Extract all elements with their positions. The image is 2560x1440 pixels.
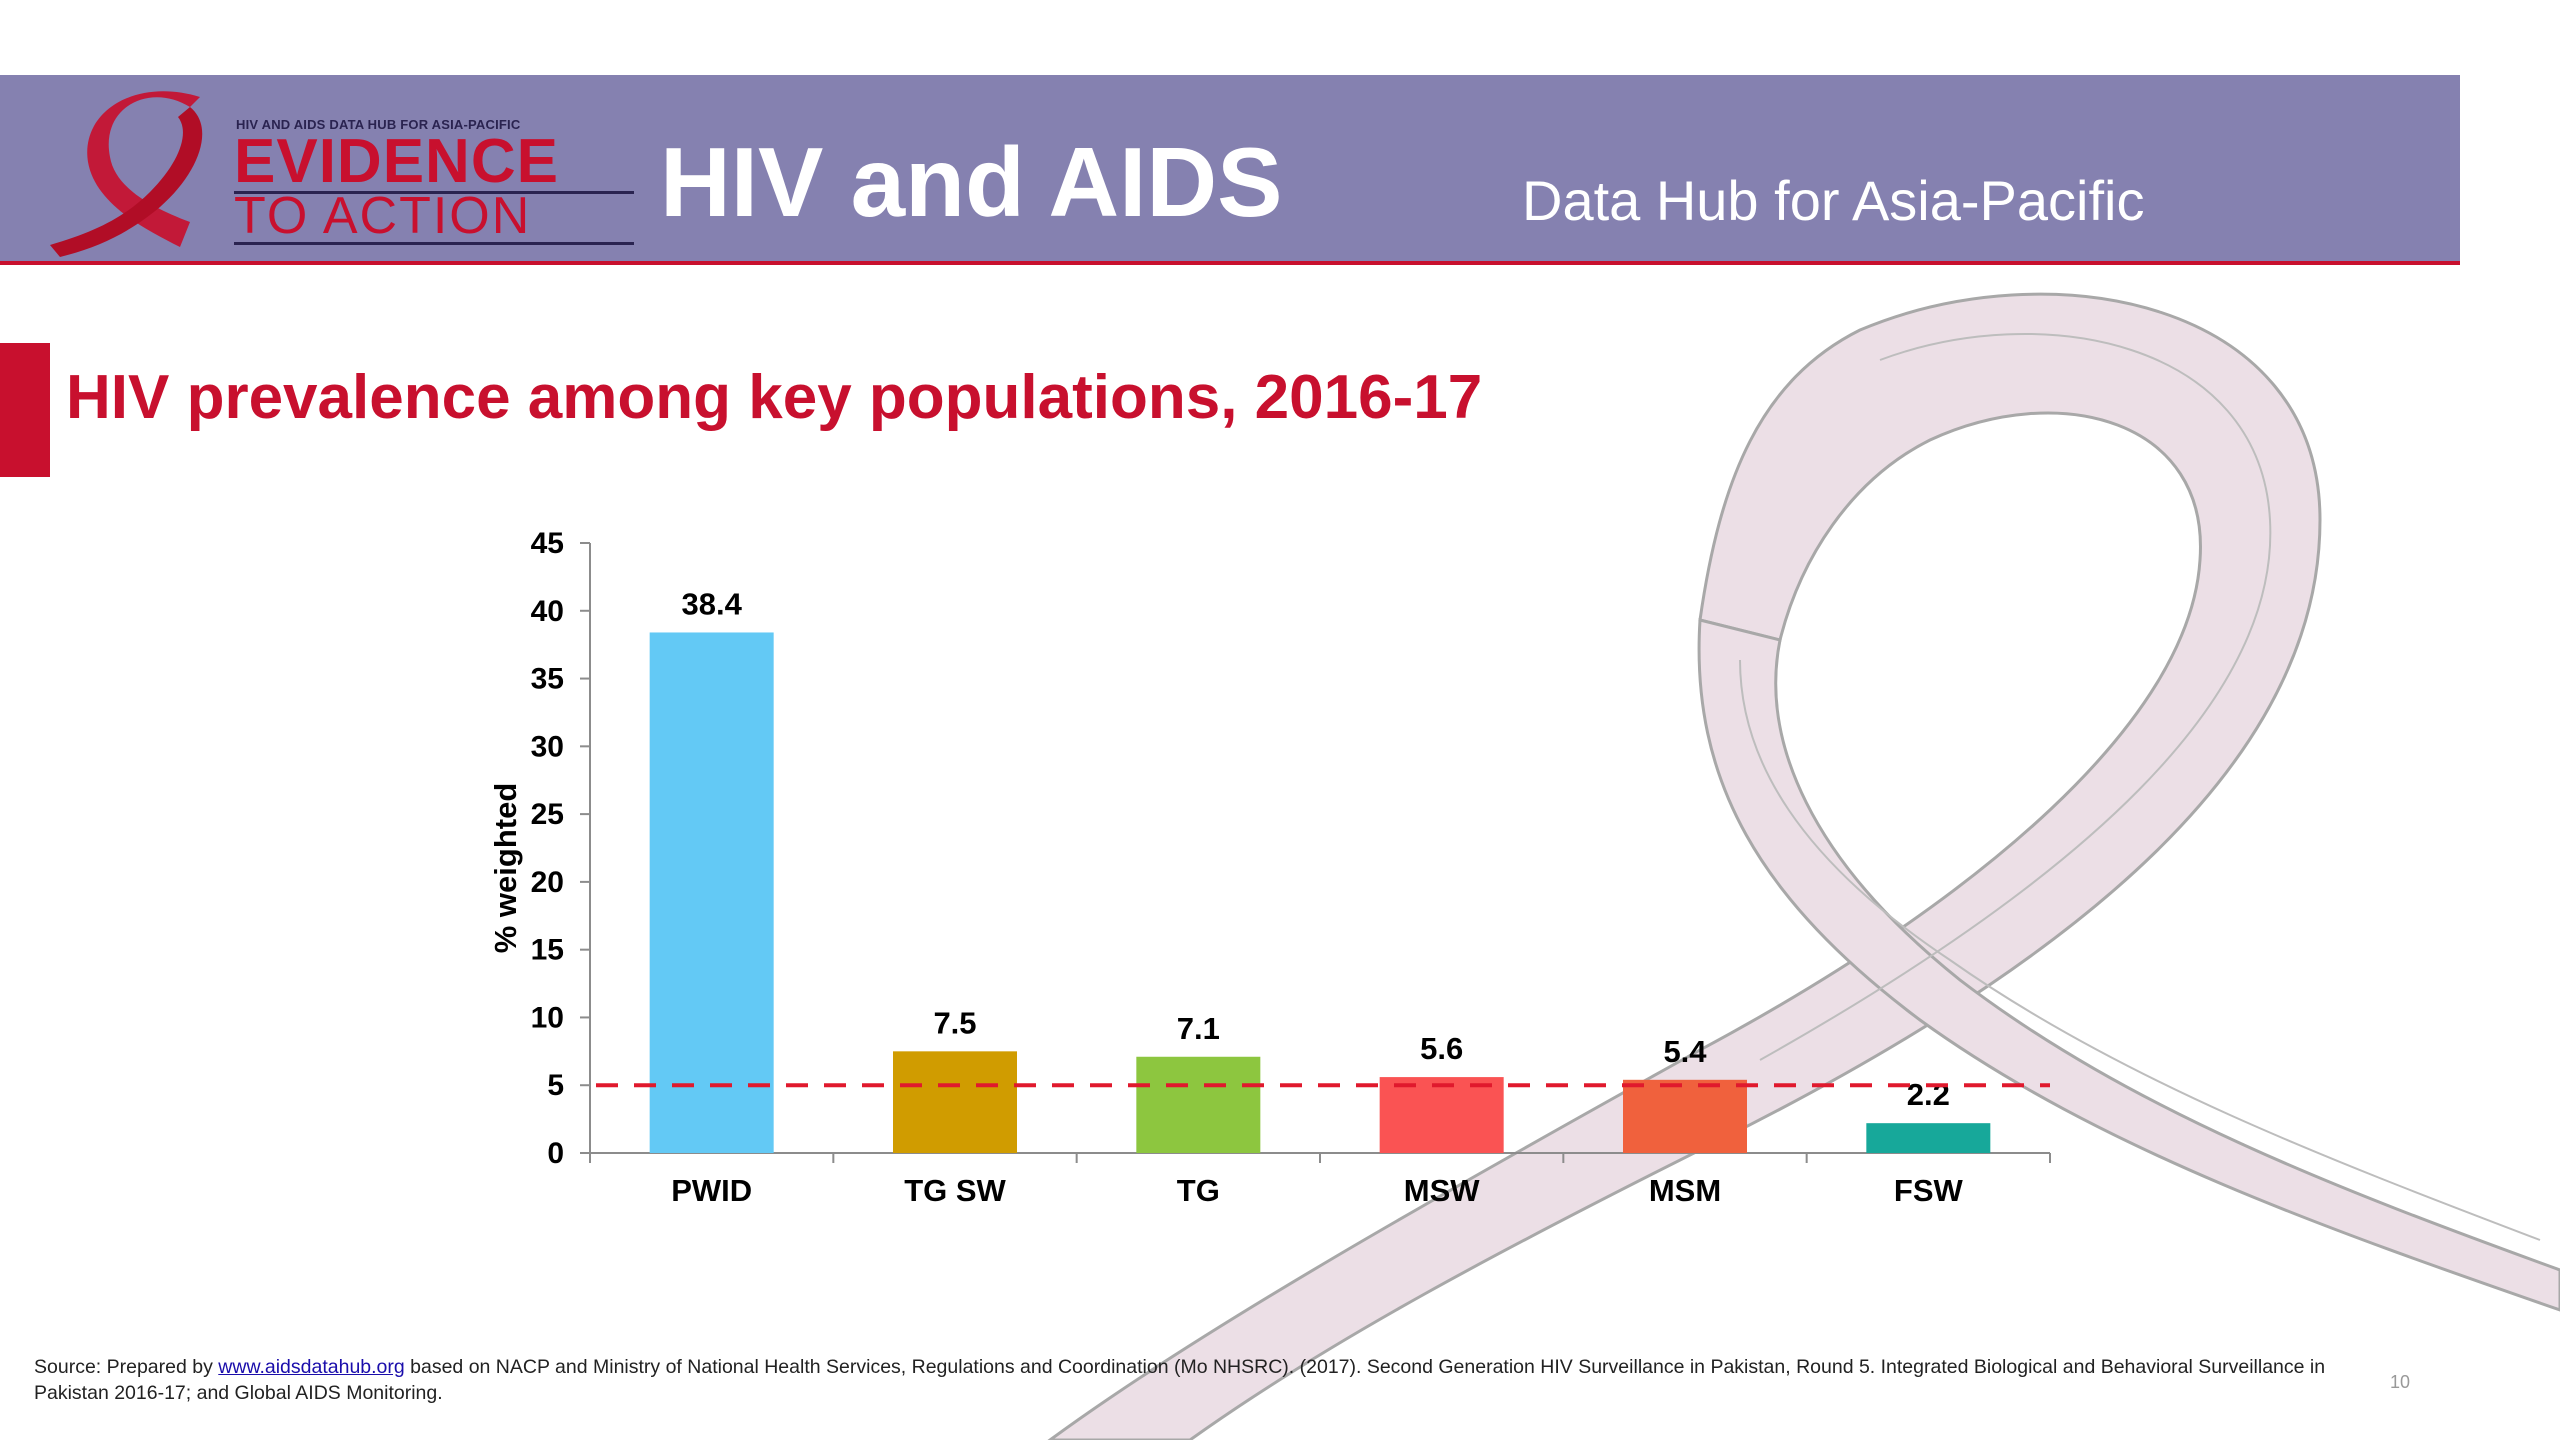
bar-tg [1136,1056,1261,1153]
evidence-to-action-logo: HIV AND AIDS DATA HUB FOR ASIA-PACIFIC E… [40,87,634,257]
data-label: 2.2 [1907,1077,1950,1112]
y-tick-label: 45 [531,527,564,560]
title-accent-bar [0,343,50,477]
bar-fsw [1866,1123,1991,1153]
bar-msm [1623,1079,1747,1153]
data-label: 5.4 [1663,1034,1707,1069]
x-category-label: MSM [1649,1173,1721,1208]
data-label: 7.5 [933,1005,976,1040]
y-tick-label: 35 [531,663,564,696]
bar-pwid [649,632,774,1153]
x-category-label: MSW [1404,1173,1481,1208]
source-note: Source: Prepared by www.aidsdatahub.org … [34,1354,2334,1406]
x-category-label: TG SW [904,1173,1006,1208]
bar-tg-sw [893,1051,1017,1153]
y-axis-title: % weighted [488,783,523,954]
y-tick-label: 20 [531,866,564,899]
page-number: 10 [2390,1372,2411,1392]
header-band: HIV AND AIDS DATA HUB FOR ASIA-PACIFIC E… [0,75,2460,265]
y-tick-label: 30 [531,730,564,763]
y-tick-label: 10 [531,1001,564,1034]
logo-action-text: TO ACTION [234,187,532,245]
logo-underline [234,242,634,245]
logo-divider [234,191,634,194]
x-category-label: TG [1177,1173,1220,1208]
slide-title: HIV prevalence among key populations, 20… [66,363,1483,432]
y-tick-label: 5 [547,1069,564,1102]
red-ribbon-icon [50,91,203,257]
y-tick-label: 0 [547,1137,564,1170]
logo-evidence-text: EVIDENCE [234,127,559,196]
source-prefix: Source: Prepared by [34,1356,219,1378]
data-label: 5.6 [1420,1031,1463,1066]
y-tick-label: 15 [531,934,564,967]
source-text: based on NACP and Ministry of National H… [34,1356,2326,1404]
logo-tagline: HIV AND AIDS DATA HUB FOR ASIA-PACIFIC [236,117,521,132]
x-category-label: FSW [1894,1173,1964,1208]
y-tick-label: 40 [531,595,564,628]
data-label: 7.1 [1177,1011,1220,1046]
bar-msw [1379,1077,1504,1153]
header-title: HIV and AIDS [660,127,1283,237]
header-subtitle: Data Hub for Asia-Pacific [1522,169,2145,232]
data-label: 38.4 [681,586,742,621]
source-link[interactable]: www.aidsdatahub.org [218,1356,405,1378]
x-category-label: PWID [671,1173,752,1208]
y-tick-label: 25 [531,798,564,831]
